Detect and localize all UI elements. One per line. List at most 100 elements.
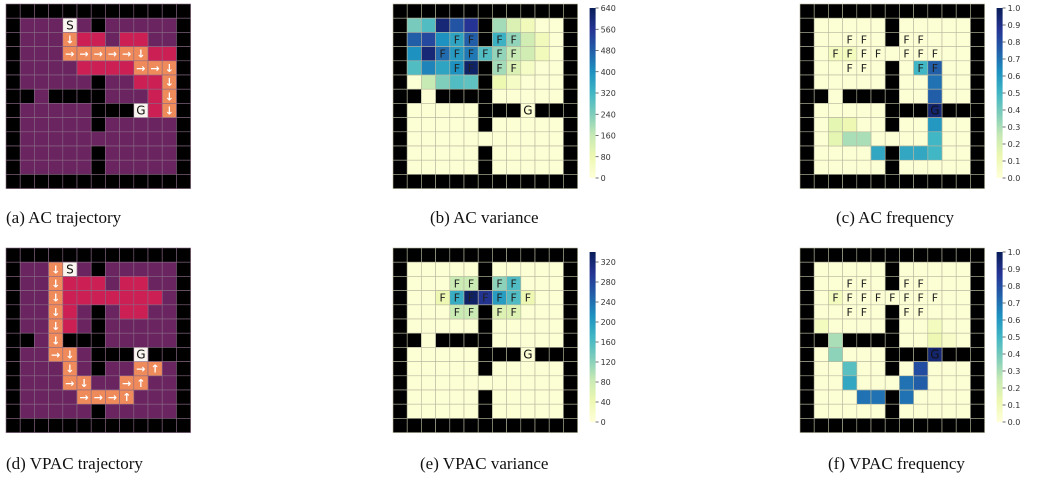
wall-cell [927,247,943,263]
grid-cell [406,131,422,147]
grid-cell [913,117,929,133]
wall-cell [970,17,985,33]
wall-cell [176,74,191,90]
flag-label: F [511,62,517,75]
grid-cell [435,276,451,291]
grid-cell [870,159,886,175]
grid-cell [463,347,479,362]
grid-cell [955,74,971,90]
grid-cell [927,403,943,419]
grid-cell [941,46,957,62]
wall-cell [463,247,479,263]
visited-cell [147,46,163,62]
grid-cell [492,375,507,391]
grid-cell [421,145,436,161]
path-arrow: ↓ [51,334,60,347]
wall-cell [828,247,843,263]
grid-cell [463,117,479,133]
grid-cell [48,361,64,377]
grid-cell [19,103,35,118]
grid-cell [435,318,451,334]
path-arrow: ↓ [136,48,145,61]
grid-cell [548,60,564,76]
wall-cell [477,174,493,189]
wall-cell [463,3,479,19]
grid-cell [19,261,35,277]
grid-cell [34,403,49,419]
grid-cell [463,145,479,161]
grid-cell [870,60,886,76]
grid-cell [147,318,163,334]
wall-cell [563,46,578,62]
grid-cell [147,145,163,161]
grid-cell [76,261,92,277]
grid-cell [856,74,872,90]
grid-cell [463,318,479,334]
visited-cell [76,32,92,47]
wall-cell [563,261,578,277]
wall-cell [913,247,929,263]
wall-cell [799,332,815,348]
colorbar-tick-label: 1.0 [1008,248,1021,257]
grid-cell [828,403,843,419]
grid-cell [899,318,914,334]
grid-cell [941,145,957,161]
grid-cell [161,159,177,175]
grid-cell [105,261,120,277]
grid-cell [870,17,886,33]
wall-cell [492,174,507,189]
wall-cell [477,403,493,419]
grid-cell [34,304,49,320]
grid-cell [520,389,536,405]
heat-cell [899,145,914,161]
grid-cell [119,74,135,90]
wall-cell [970,74,985,90]
wall-cell [856,418,872,433]
colorbar-tick-label: 80 [601,153,611,162]
wall-cell [105,103,120,118]
grid-cell [955,159,971,175]
colorbar-tick-label: 320 [601,89,616,98]
wall-cell [435,418,451,433]
grid-cell [62,103,78,118]
grid-cell [534,332,550,348]
grid-cell [520,304,536,320]
grid-cell [406,403,422,419]
colorbar-tick-label: 0.5 [1008,333,1021,342]
heat-cell [927,117,943,133]
grid-cell [147,332,163,348]
grid-cell [870,403,886,419]
heat-cell [406,32,422,47]
grid-cell [105,117,120,133]
heat-cell [421,32,436,47]
grid-cell [406,159,422,175]
visited-cell [62,276,78,291]
grid-cell [828,318,843,334]
grid-cell [548,46,564,62]
grid-cell [406,261,422,277]
wall-cell [48,247,64,263]
wall-cell [884,361,900,377]
flag-label: F [918,48,924,61]
grid-cell [813,117,829,133]
wall-cell [799,403,815,419]
wall-cell [477,332,493,348]
grid-cell [147,32,163,47]
wall-cell [534,418,550,433]
grid-cell [870,261,886,277]
grid-cell [941,60,957,76]
grid-cell [161,32,177,47]
heat-cell [534,32,550,47]
wall-cell [927,174,943,189]
grid-cell [62,60,78,76]
grid-cell [870,117,886,133]
grid-cell [161,17,177,33]
wall-cell [970,347,985,362]
wall-cell [176,17,191,33]
wall-cell [421,418,436,433]
grid-cell [161,145,177,161]
wall-cell [90,304,106,320]
wall-cell [563,145,578,161]
path-arrow: → [51,349,60,362]
